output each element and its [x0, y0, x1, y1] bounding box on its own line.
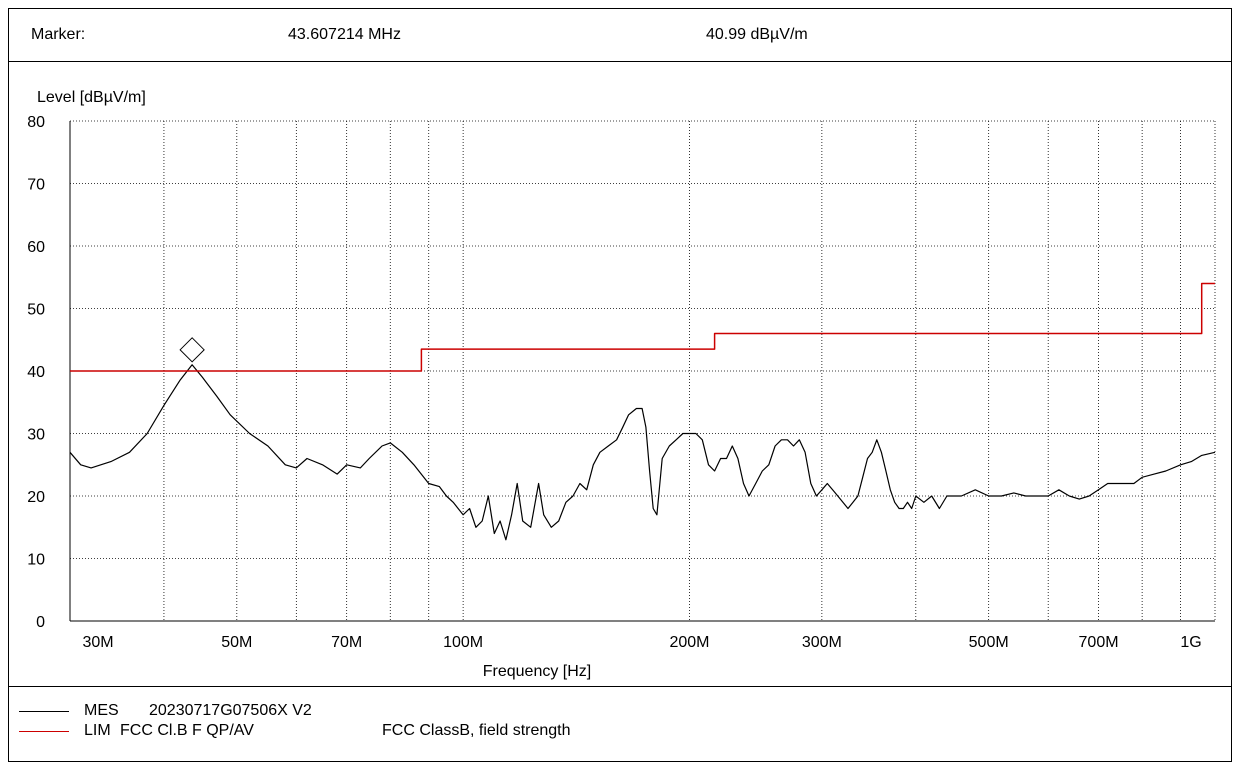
- x-tick-label: 700M: [1079, 634, 1119, 651]
- x-tick-label: 70M: [331, 634, 362, 651]
- x-tick-label: 50M: [221, 634, 252, 651]
- marker-level: 40.99 dBµV/m: [706, 26, 808, 43]
- legend-mes-line: [19, 711, 69, 712]
- y-tick-label: 20: [27, 489, 45, 506]
- x-axis-label: Frequency [Hz]: [483, 663, 591, 680]
- plot-area: 0 10 20 30 40 50 60 70 80 30M 50M 70M 100M 200M 300M 50…: [27, 114, 1216, 680]
- series-line-measurement: [69, 364, 1216, 541]
- legend-lim-desc: FCC ClassB, field strength: [382, 722, 571, 739]
- x-tick-label: 100M: [443, 634, 483, 651]
- legend-divider: [9, 686, 1231, 687]
- y-tick-label: 80: [27, 114, 45, 131]
- x-tick-label: 1G: [1180, 634, 1201, 651]
- y-tick-label: 40: [27, 364, 45, 381]
- y-tick-label: 60: [27, 239, 45, 256]
- legend-mes-name: 20230717G07506X V2: [149, 702, 312, 719]
- marker-label: Marker:: [31, 26, 86, 43]
- chart-frame: Marker: 43.607214 MHz 40.99 dBµV/m Level…: [8, 8, 1232, 762]
- y-tick-label: 50: [27, 302, 45, 319]
- header-divider: [9, 61, 1231, 62]
- legend-lim-key: LIM: [84, 722, 111, 739]
- y-tick-label: 0: [36, 614, 45, 631]
- x-tick-label: 500M: [969, 634, 1009, 651]
- y-tick-label: 70: [27, 177, 45, 194]
- x-tick-label: 300M: [802, 634, 842, 651]
- y-axis-label: Level [dBµV/m]: [37, 89, 146, 106]
- x-tick-label: 30M: [82, 634, 113, 651]
- series-line-limit: [70, 282, 1215, 372]
- legend-lim-name: FCC Cl.B F QP/AV: [120, 722, 254, 739]
- y-tick-label: 10: [27, 552, 45, 569]
- legend-mes-key: MES: [84, 702, 119, 719]
- marker-frequency: 43.607214 MHz: [288, 26, 401, 43]
- x-tick-label: 200M: [669, 634, 709, 651]
- y-tick-label: 30: [27, 427, 45, 444]
- legend-lim-line: [19, 731, 69, 732]
- marker-diamond: [179, 337, 205, 363]
